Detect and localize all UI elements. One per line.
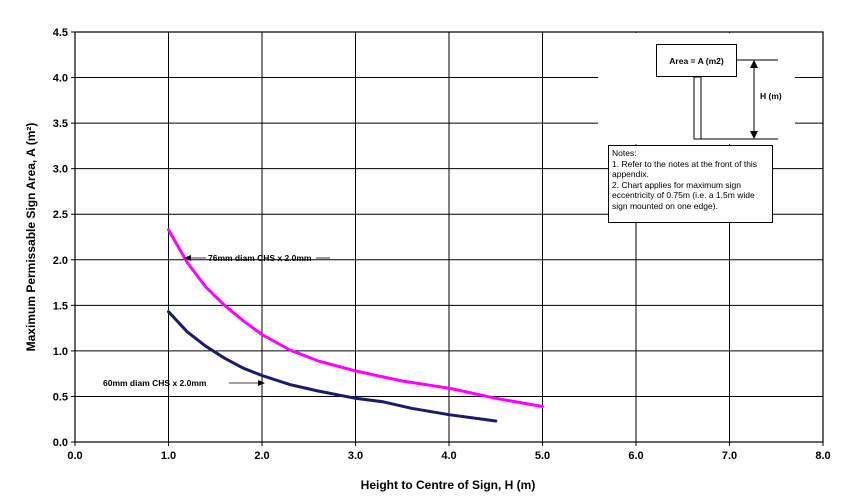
x-tick-label: 0.0 bbox=[67, 450, 82, 462]
arrow-up-head bbox=[750, 60, 758, 68]
annotation-76mm-arrowhead bbox=[184, 255, 191, 261]
notes-line-2: 2. Chart applies for maximum sign eccent… bbox=[612, 179, 755, 211]
series-line-1 bbox=[167, 310, 498, 423]
sign-area-box: Area = A (m2) bbox=[656, 44, 737, 77]
y-axis-title: Maximum Permissable Sign Area, A (m²) bbox=[24, 123, 38, 352]
annotation-60mm-arrowhead bbox=[258, 380, 265, 386]
height-label: H (m) bbox=[760, 91, 782, 101]
x-tick-label: 4.0 bbox=[441, 450, 456, 462]
x-axis-title: Height to Centre of Sign, H (m) bbox=[361, 478, 536, 492]
height-label-bg bbox=[757, 90, 787, 102]
sign-post bbox=[693, 76, 702, 140]
annotation-76mm-label: 76mm diam CHS x 2.0mm bbox=[208, 253, 312, 263]
x-tick-label: 2.0 bbox=[254, 450, 269, 462]
annotation-60mm-label: 60mm diam CHS x 2.0mm bbox=[103, 378, 207, 388]
y-tick-label: 0.0 bbox=[53, 437, 68, 449]
x-tick-label: 3.0 bbox=[348, 450, 363, 462]
chart-tick-labels: 0.0 1.0 2.0 3.0 4.0 5.0 6.0 7.0 8.0 0.0 0.5 1.0 1.5 2… bbox=[53, 27, 831, 462]
chart-series-lines bbox=[167, 228, 544, 423]
sign-area-label: Area = A (m2) bbox=[669, 56, 724, 66]
y-tick-label: 4.0 bbox=[53, 73, 68, 85]
notes-title: Notes: bbox=[612, 148, 637, 158]
y-tick-label: 1.0 bbox=[53, 346, 68, 358]
x-tick-label: 8.0 bbox=[815, 450, 830, 462]
x-tick-label: 1.0 bbox=[161, 450, 176, 462]
annotation-60mm: 60mm diam CHS x 2.0mm bbox=[103, 378, 265, 388]
y-tick-label: 3.0 bbox=[53, 164, 68, 176]
y-tick-label: 2.5 bbox=[53, 209, 68, 221]
y-tick-label: 4.5 bbox=[53, 27, 68, 39]
sign-diagram: H (m) bbox=[693, 59, 787, 140]
notes-line-1: 1. Refer to the notes at the front of th… bbox=[612, 158, 758, 180]
y-tick-label: 1.5 bbox=[53, 300, 68, 312]
x-tick-label: 7.0 bbox=[722, 450, 737, 462]
arrow-down-head bbox=[750, 131, 758, 139]
notes-box: Notes: 1. Refer to the notes at the fron… bbox=[608, 145, 773, 223]
x-tick-label: 6.0 bbox=[628, 450, 643, 462]
series-line-0 bbox=[167, 228, 544, 408]
x-tick-label: 5.0 bbox=[535, 450, 550, 462]
y-tick-label: 3.5 bbox=[53, 118, 68, 130]
plot-frame bbox=[74, 31, 824, 443]
y-tick-label: 0.5 bbox=[53, 391, 68, 403]
y-tick-label: 2.0 bbox=[53, 255, 68, 267]
annotation-76mm: 76mm diam CHS x 2.0mm bbox=[184, 253, 330, 263]
